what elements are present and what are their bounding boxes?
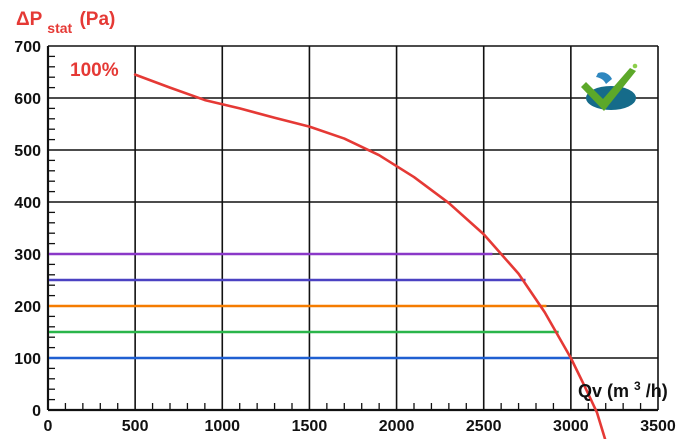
check-logo-icon-dot [632, 63, 638, 69]
x-axis-title-superscript: 3 [634, 379, 641, 393]
horizontal-line-layer [49, 252, 571, 360]
check-logo-icon [581, 63, 638, 111]
x-tick-label-1000: 1000 [204, 418, 240, 435]
y-axis-title: ΔP stat (Pa) [16, 9, 115, 36]
x-axis-title-suffix: /h) [646, 381, 668, 401]
y-tick-label-0: 0 [32, 403, 41, 420]
x-tick-label-3500: 3500 [640, 418, 676, 435]
y-axis-subscript: stat [47, 20, 72, 36]
y-tick-label-700: 700 [14, 39, 41, 56]
series-name-label: 100% [70, 60, 119, 81]
x-tick-label-2500: 2500 [466, 418, 502, 435]
x-tick-label-1500: 1500 [292, 418, 328, 435]
series-line-1 [133, 73, 607, 439]
x-axis-title-base: Qv (m [578, 381, 629, 401]
x-axis-title: Qv (m 3 /h) [578, 379, 668, 401]
y-tick-label-300: 300 [14, 247, 41, 264]
x-tick-label-3000: 3000 [553, 418, 589, 435]
y-tick-label-400: 400 [14, 195, 41, 212]
minor-tick-layer [48, 55, 642, 410]
series-layer [133, 73, 607, 439]
y-axis-unit: (Pa) [79, 9, 115, 30]
x-tick-label-0: 0 [44, 418, 53, 435]
y-tick-label-100: 100 [14, 351, 41, 368]
check-logo-icon-highlight [596, 72, 612, 84]
x-tick-label-500: 500 [122, 418, 149, 435]
y-tick-label-600: 600 [14, 91, 41, 108]
y-axis-symbol: ΔP [16, 9, 43, 30]
y-tick-label-500: 500 [14, 143, 41, 160]
y-tick-label-200: 200 [14, 299, 41, 316]
tick-label-layer: 0 500 1000 1500 2000 2500 3000 3500010020030040… [14, 39, 676, 435]
grid-layer [46, 45, 659, 412]
check-logo-icon-check [581, 68, 636, 111]
x-tick-label-2000: 2000 [379, 418, 415, 435]
